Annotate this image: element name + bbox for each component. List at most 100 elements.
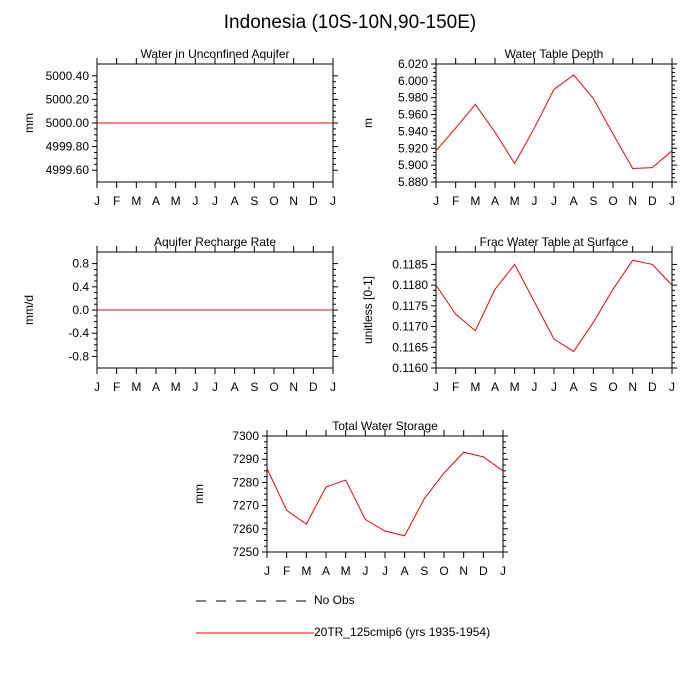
aquifer-water-xtick-label: J: [192, 194, 198, 208]
aquifer-water-xtick-label: A: [152, 194, 160, 208]
water-table-depth-ylabel: m: [361, 118, 375, 128]
total-water-storage-xtick-label: N: [459, 564, 468, 578]
total-water-storage-xtick-label: M: [301, 564, 311, 578]
total-water-storage-xtick-label: O: [439, 564, 448, 578]
recharge-rate-xtick-label: D: [309, 380, 318, 394]
water-table-depth-xtick-label: F: [452, 194, 459, 208]
total-water-storage-ytick-label: 7270: [232, 499, 259, 513]
water-table-depth-xtick-label: M: [470, 194, 480, 208]
recharge-rate-chart: Aquifer Recharge Rate mm/d -0.8 -0.4 0.0 0.4 0…: [22, 235, 338, 394]
recharge-rate-title: Aquifer Recharge Rate: [154, 235, 276, 249]
legend-obs-label: No Obs: [314, 593, 355, 607]
frac-water-table-ytick-label: 0.1175: [392, 299, 428, 313]
recharge-rate-xtick-label: O: [269, 380, 278, 394]
water-table-depth-xtick-label: M: [510, 194, 520, 208]
water-table-depth-ytick-label: 5.940: [398, 124, 428, 138]
frac-water-table-xtick-label: N: [628, 380, 637, 394]
recharge-rate-xtick-label: F: [113, 380, 120, 394]
water-table-depth-chart: Water Table Depth m 5.880 5.900 5.920 5.940 5.…: [361, 47, 677, 208]
aquifer-water-xtick-label: J: [94, 194, 100, 208]
total-water-storage-xtick-label: J: [362, 564, 368, 578]
recharge-rate-xtick-label: A: [231, 380, 239, 394]
frac-water-table-xtick-label: M: [470, 380, 480, 394]
aquifer-water-xtick-label: M: [131, 194, 141, 208]
aquifer-water-xtick-label: J: [212, 194, 218, 208]
aquifer-water-ylabel: mm: [22, 113, 36, 133]
water-table-depth-ytick-label: 5.900: [398, 158, 428, 172]
total-water-storage-ytick-label: 7290: [232, 452, 259, 466]
recharge-rate-xtick-label: S: [250, 380, 258, 394]
aquifer-water-ytick-label: 5000.40: [46, 69, 90, 83]
aquifer-water-ytick-label: 4999.80: [46, 140, 90, 154]
water-table-depth-frame: [435, 63, 673, 183]
water-table-depth-xtick-label: D: [648, 194, 657, 208]
total-water-storage-xtick-label: A: [401, 564, 409, 578]
water-table-depth-ytick-label: 5.920: [398, 141, 428, 155]
frac-water-table-xtick-label: F: [452, 380, 459, 394]
aquifer-water-xtick-label: F: [113, 194, 120, 208]
recharge-rate-ytick-label: 0.8: [72, 257, 89, 271]
total-water-storage-xtick-label: F: [283, 564, 290, 578]
total-water-storage-series-line: [266, 451, 504, 537]
frac-water-table-ytick-label: 0.1170: [392, 320, 428, 334]
water-table-depth-xtick-label: J: [551, 194, 557, 208]
water-table-depth-xtick-label: N: [628, 194, 637, 208]
frac-water-table-ytick-label: 0.1165: [392, 340, 428, 354]
frac-water-table-xtick-label: O: [608, 380, 617, 394]
aquifer-water-ytick-label: 5000.00: [46, 116, 90, 130]
water-table-depth-ytick-label: 5.980: [398, 91, 428, 105]
recharge-rate-xtick-label: J: [192, 380, 198, 394]
total-water-storage-xtick-label: M: [341, 564, 351, 578]
legend-obs-line: [196, 600, 314, 602]
frac-water-table-xtick-label: M: [510, 380, 520, 394]
frac-water-table-xtick-label: A: [491, 380, 499, 394]
aquifer-water-xtick-label: J: [330, 194, 336, 208]
total-water-storage-chart: Total Water Storage mm 7250 7260 7270 7280 729…: [192, 419, 508, 578]
water-table-depth-xtick-label: A: [491, 194, 499, 208]
aquifer-water-xtick-label: A: [231, 194, 239, 208]
recharge-rate-xtick-label: A: [152, 380, 160, 394]
frac-water-table-xtick-label: J: [531, 380, 537, 394]
recharge-rate-ytick-label: -0.4: [68, 326, 89, 340]
aquifer-water-xtick-label: O: [269, 194, 278, 208]
recharge-rate-xtick-label: J: [330, 380, 336, 394]
total-water-storage-xtick-label: J: [382, 564, 388, 578]
total-water-storage-xtick-label: S: [420, 564, 428, 578]
frac-water-table-ytick-label: 0.1185: [392, 257, 428, 271]
recharge-rate-xtick-label: J: [212, 380, 218, 394]
aquifer-water-title: Water in Unconfined Aquifer: [141, 47, 290, 61]
total-water-storage-ytick-label: 7250: [232, 545, 259, 559]
water-table-depth-ytick-label: 6.020: [398, 57, 428, 71]
recharge-rate-xtick-label: N: [289, 380, 298, 394]
frac-water-table-chart: Frac Water Table at Surface unitless [0-1…: [361, 235, 677, 394]
water-table-depth-xtick-label: A: [570, 194, 578, 208]
frac-water-table-ytick-label: 0.1180: [392, 278, 428, 292]
recharge-rate-xtick-label: M: [131, 380, 141, 394]
frac-water-table-series-line: [435, 259, 673, 353]
total-water-storage-xtick-label: J: [500, 564, 506, 578]
aquifer-water-xtick-label: S: [250, 194, 258, 208]
aquifer-water-xtick-label: M: [171, 194, 181, 208]
total-water-storage-ytick-label: 7280: [232, 475, 259, 489]
aquifer-water-ytick-label: 4999.60: [46, 163, 90, 177]
aquifer-water-xtick-label: D: [309, 194, 318, 208]
frac-water-table-xtick-label: J: [433, 380, 439, 394]
frac-water-table-xtick-label: D: [648, 380, 657, 394]
frac-water-table-ylabel: unitless [0-1]: [361, 276, 375, 344]
total-water-storage-ytick-label: 7300: [232, 429, 259, 443]
water-table-depth-xtick-label: J: [531, 194, 537, 208]
legend-model-line: [196, 632, 314, 634]
recharge-rate-ylabel: mm/d: [22, 295, 36, 325]
frac-water-table-xtick-label: J: [551, 380, 557, 394]
water-table-depth-xtick-label: J: [433, 194, 439, 208]
aquifer-water-chart: Water in Unconfined Aquifer mm 4999.60 4999…: [22, 47, 338, 208]
frac-water-table-xtick-label: J: [669, 380, 675, 394]
recharge-rate-ytick-label: -0.8: [68, 349, 89, 363]
total-water-storage-ytick-label: 7260: [232, 522, 259, 536]
recharge-rate-ytick-label: 0.0: [72, 303, 89, 317]
frac-water-table-xtick-label: S: [589, 380, 597, 394]
water-table-depth-title: Water Table Depth: [505, 47, 604, 61]
frac-water-table-ytick-label: 0.1160: [392, 361, 428, 375]
aquifer-water-ytick-label: 5000.20: [46, 92, 90, 106]
